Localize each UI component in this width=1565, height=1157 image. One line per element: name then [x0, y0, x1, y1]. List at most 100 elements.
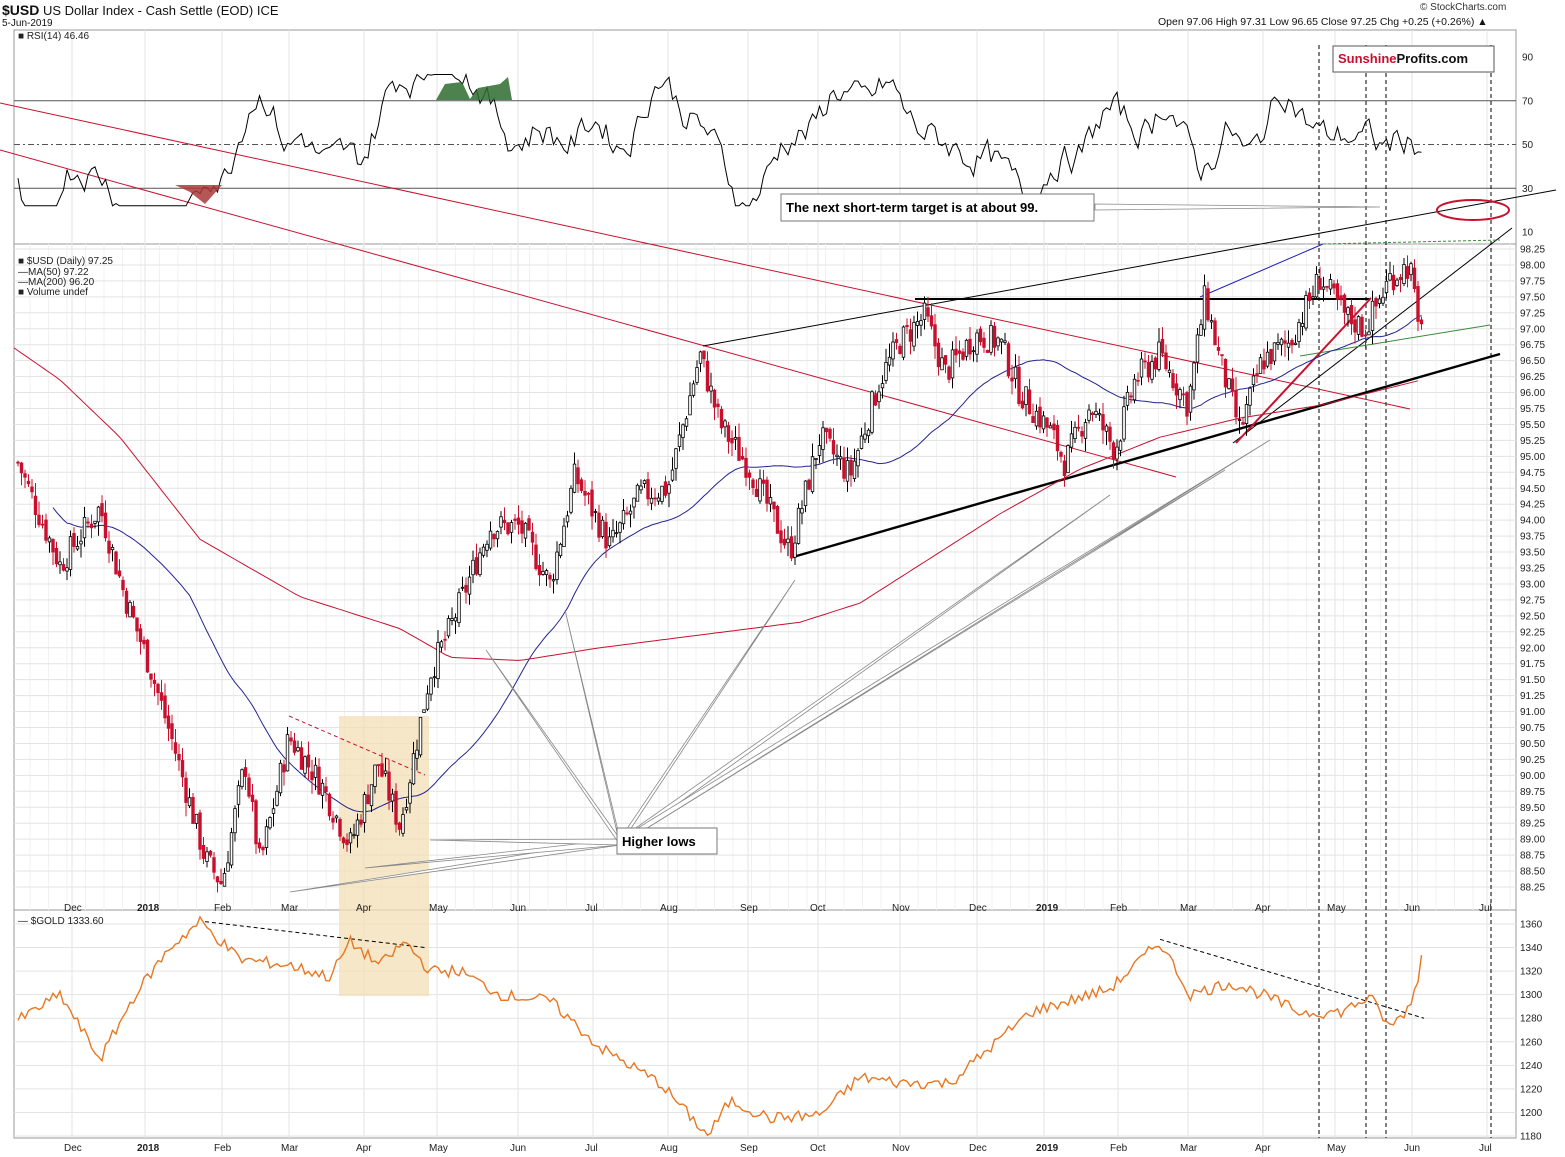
candle-body	[1412, 267, 1417, 289]
candle-body	[1297, 322, 1301, 342]
candle-body	[1129, 395, 1133, 398]
candle-body	[383, 770, 388, 774]
candle-body	[61, 564, 66, 571]
candle-body	[229, 832, 234, 866]
candle-body	[1395, 279, 1399, 287]
rsi-legend: ■ RSI(14) 46.46	[18, 31, 90, 42]
gold-month-label: Dec	[64, 1143, 82, 1154]
candle-body	[845, 460, 850, 482]
candle-body	[75, 546, 80, 550]
candle-body	[929, 315, 934, 327]
price-month-label: Nov	[892, 903, 910, 914]
candle-body	[233, 808, 237, 834]
candle-body	[1188, 385, 1193, 413]
candle-body	[1048, 425, 1053, 429]
candle-body	[19, 462, 24, 474]
candle-body	[555, 551, 559, 580]
candle-body	[1174, 383, 1179, 396]
candle-body	[450, 618, 454, 621]
candle-body	[1139, 358, 1144, 378]
price-tick-label: 97.75	[1520, 276, 1545, 287]
price-tick-label: 89.75	[1520, 787, 1545, 798]
gold-month-label: Jun	[510, 1143, 526, 1154]
candle-body	[954, 348, 958, 356]
candle-body	[789, 536, 794, 559]
green-lower-line	[1299, 324, 1491, 357]
candle-body	[562, 525, 566, 547]
price-tick-label: 93.00	[1520, 579, 1545, 590]
candle-body	[1409, 263, 1413, 276]
price-month-label: Jul	[585, 903, 598, 914]
candle-body	[338, 819, 342, 837]
price-tick-label: 96.50	[1520, 356, 1545, 367]
candle-body	[432, 676, 437, 679]
candle-body	[1090, 412, 1095, 416]
candle-body	[793, 542, 797, 558]
candle-body	[810, 456, 815, 493]
price-month-label: May	[1327, 903, 1346, 914]
candle-body	[831, 440, 836, 455]
candle-body	[345, 839, 349, 845]
candle-body	[481, 546, 486, 556]
candle-body	[415, 749, 419, 759]
price-tick-label: 95.50	[1520, 420, 1545, 431]
candle-body	[674, 448, 678, 469]
stockcharts-credit: © StockCharts.com	[1420, 2, 1507, 13]
candle-body	[51, 538, 55, 553]
price-tick-label: 90.25	[1520, 755, 1545, 766]
candle-body	[922, 302, 927, 320]
gold-month-label: Jun	[1404, 1143, 1420, 1154]
higher-lows-pointer	[619, 579, 796, 847]
candle-body	[128, 602, 132, 618]
candle-body	[362, 794, 367, 823]
candle-body	[1223, 358, 1228, 388]
candle-body	[579, 479, 584, 491]
candle-body	[117, 570, 122, 577]
candle-body	[796, 507, 801, 544]
candle-body	[1360, 316, 1364, 337]
candle-body	[1108, 426, 1112, 442]
candle-body	[618, 522, 622, 533]
candle-body	[1097, 413, 1102, 416]
candle-body	[1146, 361, 1151, 378]
candle-body	[1076, 426, 1081, 429]
chart-title: $USD US Dollar Index - Cash Settle (EOD)…	[2, 2, 279, 18]
candle-body	[296, 747, 300, 752]
price-tick-label: 98.00	[1520, 260, 1545, 271]
candle-body	[534, 544, 538, 570]
candle-body	[1132, 378, 1137, 401]
candle-body	[576, 467, 580, 485]
price-month-label: Apr	[356, 903, 372, 914]
price-tick-label: 97.25	[1520, 308, 1545, 319]
candle-body	[1321, 286, 1326, 290]
candle-body	[453, 617, 458, 622]
candle-body	[93, 520, 97, 524]
candle-body	[730, 438, 734, 444]
candle-body	[212, 857, 216, 873]
candle-body	[1300, 323, 1305, 327]
candle-body	[985, 349, 990, 353]
candle-body	[866, 429, 871, 437]
brand-box	[1332, 45, 1495, 73]
gold-legend: — $GOLD 1333.60	[18, 916, 104, 927]
candle-body	[425, 693, 430, 710]
candle-body	[1255, 373, 1259, 377]
candle-body	[114, 551, 118, 575]
gold-dashed-trendline-2018	[204, 921, 426, 949]
volume-legend: ■ Volume undef	[18, 287, 88, 298]
candle-body	[982, 337, 986, 348]
rising-support	[792, 352, 1501, 559]
candle-body	[957, 350, 962, 354]
candle-body	[968, 338, 972, 355]
gold-tick-label: 1260	[1520, 1037, 1543, 1048]
candle-body	[786, 538, 790, 544]
candle-body	[317, 766, 321, 795]
candle-body	[852, 460, 857, 479]
gold-tick-label: 1180	[1520, 1132, 1542, 1143]
price-tick-label: 90.00	[1520, 771, 1545, 782]
candle-body	[166, 715, 171, 729]
candle-body	[586, 493, 591, 495]
price-month-label: Oct	[810, 903, 826, 914]
candle-body	[289, 737, 293, 742]
candle-body	[331, 817, 335, 823]
